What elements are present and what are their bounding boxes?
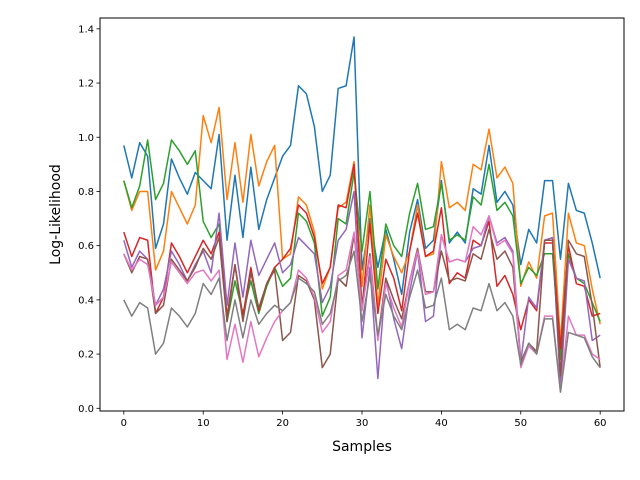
y-tick-label: 0.2 [78,350,94,361]
y-axis-ticks: 0.0 0.2 0.4 0.6 0.8 1.0 1.2 1.4 [78,24,100,415]
y-tick-label: 1.4 [78,24,94,35]
series-line-5 [123,190,601,391]
x-tick-label: 10 [197,418,210,429]
x-tick-label: 40 [435,418,448,429]
series-line-1 [123,36,601,296]
series-line-2 [123,106,601,344]
series-line-8 [123,250,601,393]
y-tick-label: 1.2 [78,79,94,90]
y-tick-label: 0.4 [78,295,94,306]
axes-frame [99,17,625,412]
y-axis-label: Log-Likelihood [48,164,64,265]
y-tick-label: 0.6 [78,241,94,252]
y-tick-label: 0.0 [78,404,94,415]
x-tick-label: 50 [514,418,527,429]
x-axis-ticks: 0 10 20 30 40 50 60 [121,411,607,429]
x-tick-label: 60 [594,418,607,429]
x-tick-label: 0 [121,418,127,429]
series-line-3 [123,139,601,361]
x-tick-label: 20 [276,418,289,429]
x-tick-label: 30 [356,418,369,429]
y-tick-label: 0.8 [78,187,94,198]
series-line-7 [123,215,601,393]
x-axis-label: Samples [332,439,392,455]
series-layer [123,36,601,393]
y-tick-label: 1.0 [78,133,94,144]
